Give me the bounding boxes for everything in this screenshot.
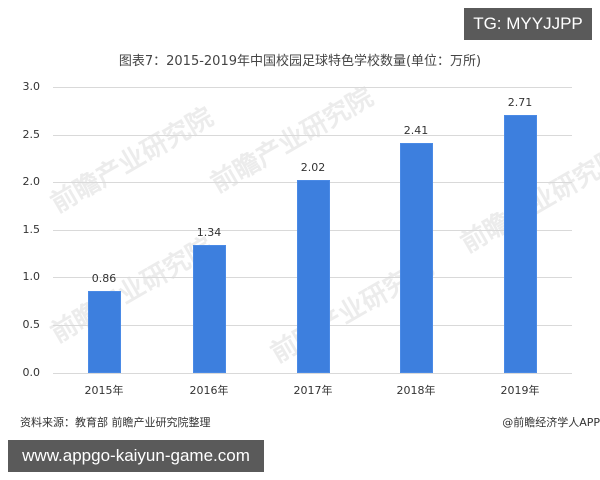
x-tick-label: 2019年: [500, 384, 540, 397]
y-tick-label: 1.0: [22, 270, 41, 283]
bar-value-label: 2.71: [507, 95, 533, 109]
gridline: [53, 87, 572, 88]
url-badge: www.appgo-kaiyun-game.com: [8, 440, 264, 472]
gridline: [53, 135, 572, 136]
bar-2019: [504, 114, 537, 373]
y-tick-label: 2.0: [22, 175, 41, 188]
y-tick-label: 2.5: [22, 128, 41, 141]
bar-value-label: 1.34: [196, 226, 222, 240]
y-tick-label: 0.0: [22, 366, 41, 379]
bar-2018: [400, 143, 433, 373]
x-tick-label: 2018年: [396, 384, 436, 397]
bar-value-label: 2.41: [403, 124, 429, 138]
bar-2016: [193, 245, 226, 373]
x-tick-label: 2017年: [293, 384, 333, 397]
source-note: 资料来源：教育部 前瞻产业研究院整理: [20, 416, 211, 429]
bar-2015: [88, 291, 121, 373]
bar-value-label: 0.86: [91, 272, 117, 285]
credit-note: @前瞻经济学人APP: [502, 416, 600, 429]
chart-title: 图表7：2015-2019年中国校园足球特色学校数量(单位：万所): [118, 54, 482, 69]
bar-2017: [297, 180, 330, 373]
x-tick-label: 2015年: [84, 384, 124, 397]
baseline: [53, 373, 572, 374]
bar-value-label: 2.02: [300, 161, 326, 175]
watermark: 前瞻产业研究院: [45, 102, 219, 220]
x-tick-label: 2016年: [189, 384, 229, 397]
tg-badge: TG: MYYJJPP: [464, 8, 592, 40]
y-tick-label: 0.5: [22, 318, 41, 331]
y-tick-label: 3.0: [22, 80, 41, 93]
y-tick-label: 1.5: [22, 223, 41, 236]
